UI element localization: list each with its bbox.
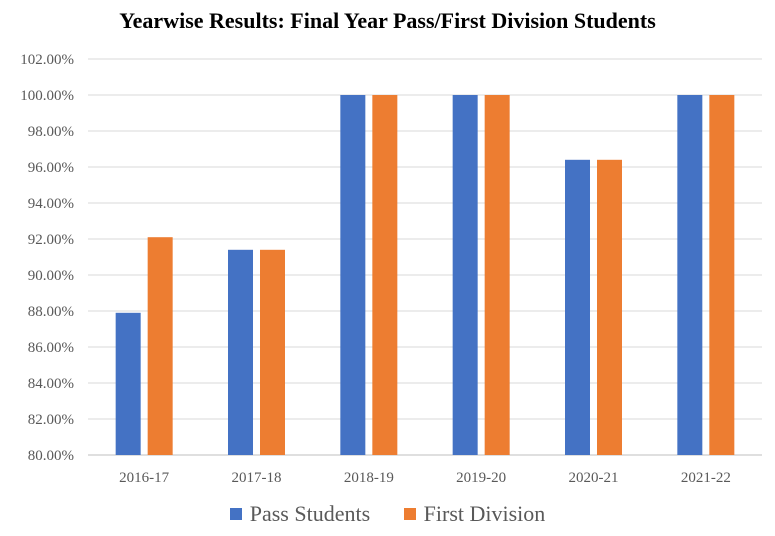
bar [565,159,590,456]
y-tick-label: 102.00% [20,52,74,68]
bar [147,237,173,455]
legend-swatch-pass [229,507,242,520]
y-tick-label: 98.00% [28,124,74,140]
legend-item-first-division: First Division [403,499,546,527]
legend-swatch-first-division [403,507,416,520]
bar [484,95,510,455]
x-tick-label: 2018-19 [344,470,394,486]
legend-item-pass: Pass Students [229,499,371,527]
y-tick-label: 80.00% [28,448,74,464]
bar [228,249,253,455]
y-tick-label: 82.00% [28,412,74,428]
x-tick-label: 2019-20 [456,470,506,486]
chart-title: Yearwise Results: Final Year Pass/First … [119,8,656,33]
x-tick-label: 2017-18 [232,470,282,486]
bar [597,159,622,456]
y-tick-label: 94.00% [28,196,74,212]
y-tick-label: 92.00% [28,232,74,248]
y-tick-label: 84.00% [28,376,74,392]
plot-area: 80.00% 82.00% 84.00% 86.00% 88.00% 90.00% 92.0… [20,52,762,486]
y-tick-label: 100.00% [20,88,74,104]
bar [260,249,285,455]
y-tick-label: 86.00% [28,340,74,356]
legend: Pass Students First Division [0,498,775,527]
legend-label-pass: Pass Students [249,500,371,526]
x-tick-label: 2020-21 [569,470,619,486]
y-tick-label: 88.00% [28,304,74,320]
bar [709,95,735,455]
bar [340,95,366,455]
bar [372,95,398,455]
y-tick-label: 96.00% [28,160,74,176]
x-tick-label: 2021-22 [681,470,731,486]
legend-label-first-division: First Division [423,500,546,526]
bar [115,312,141,455]
bar [452,95,478,455]
x-tick-label: 2016-17 [119,470,169,486]
y-tick-label: 90.00% [28,268,74,284]
bar [677,95,703,455]
